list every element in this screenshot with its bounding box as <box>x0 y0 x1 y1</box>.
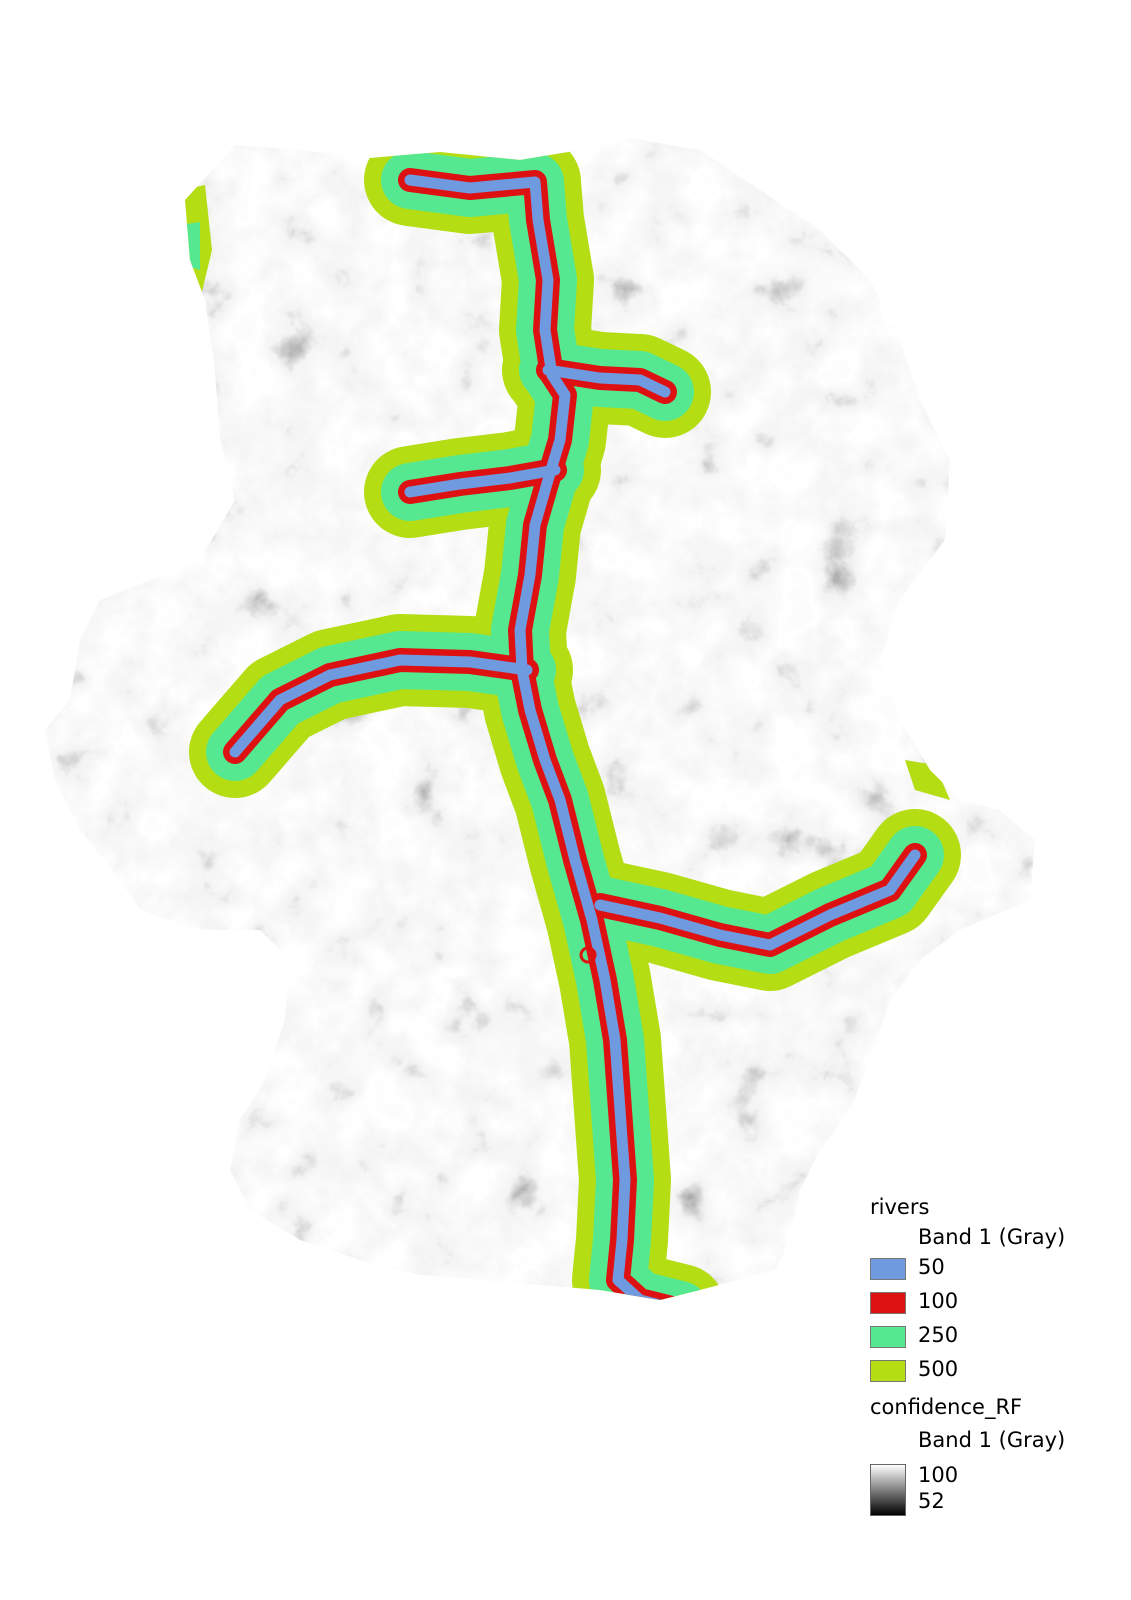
legend-label-50: 50 <box>918 1255 945 1279</box>
legend-label-250: 250 <box>918 1323 959 1347</box>
legend-swatch-500 <box>870 1360 906 1382</box>
legend-swatch-250 <box>870 1326 906 1348</box>
legend-label-100: 100 <box>918 1289 959 1313</box>
legend-swatch-50 <box>870 1258 906 1280</box>
river-loop-artifact <box>579 946 597 964</box>
legend-ramp-min: 52 <box>918 1489 945 1513</box>
river-trib-north-east-buffer-50 <box>542 364 671 398</box>
legend-band-confidence: Band 1 (Gray) <box>918 1428 1066 1452</box>
legend-gray-ramp <box>870 1464 906 1516</box>
legend-band-rivers: Band 1 (Gray) <box>918 1225 1066 1249</box>
legend-swatch-100 <box>870 1292 906 1314</box>
legend-title-rivers: rivers <box>870 1195 930 1219</box>
legend-label-500: 500 <box>918 1357 959 1381</box>
rivers-layer <box>189 138 961 1300</box>
river-trib-east-buffer-50 <box>594 849 921 951</box>
legend-title-confidence: confidence_RF <box>870 1395 1023 1419</box>
legend-ramp-max: 100 <box>918 1463 959 1487</box>
river-trib-west-buffer-50 <box>229 654 533 758</box>
river-trib-north-west-buffer-50 <box>404 464 561 498</box>
